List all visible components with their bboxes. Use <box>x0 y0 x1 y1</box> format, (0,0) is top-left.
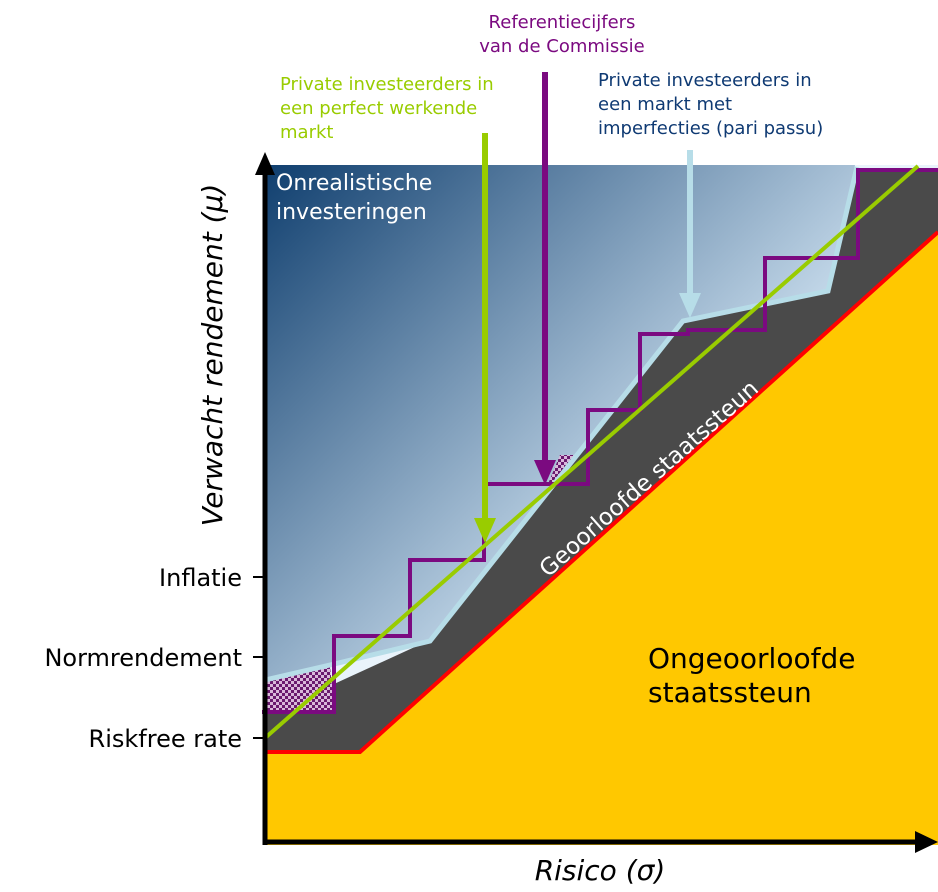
y-axis-arrow <box>255 152 275 175</box>
perfect-market-label-line-1: Private investeerders in <box>280 74 494 95</box>
imperfect-market-arrow-head <box>679 293 701 318</box>
x-axis-title: Risico (σ) <box>535 854 666 887</box>
y-tick-label-inflatie: Inflatie <box>159 564 242 592</box>
imperfect-market-label-line-3: imperfecties (pari passu) <box>598 118 823 139</box>
y-tick-label-riskfree: Riskfree rate <box>89 725 242 753</box>
imperfect-market-label-line-1: Private investeerders in <box>598 70 812 91</box>
unrealistic-label-line-1: Onrealistische <box>276 171 432 196</box>
commission-arrow-head <box>534 460 556 485</box>
imperfect-market-label-line-2: een markt met <box>598 94 732 115</box>
forbidden-aid-label-line-1: Ongeoorloofde <box>648 642 855 675</box>
commission-step-line <box>262 168 938 714</box>
commission-label-line-1: Referentiecijfers <box>489 12 636 33</box>
forbidden-aid-label-line-2: staatssteun <box>648 676 812 709</box>
permitted-aid-band <box>265 170 938 752</box>
aid-boundary-line <box>265 230 938 754</box>
perfect-market-label-line-3: markt <box>280 122 333 143</box>
unrealistic-label-line-2: investeringen <box>276 200 427 225</box>
x-axis-arrow <box>915 831 938 853</box>
perfect-market-label-line-2: een perfect werkende <box>280 98 477 119</box>
y-tick-label-normrendement: Normrendement <box>44 644 242 672</box>
perfect-market-line <box>263 164 920 740</box>
commission-label-line-2: van de Commissie <box>479 36 645 57</box>
perfect-market-arrow-head <box>474 518 496 543</box>
y-axis-title: Verwacht rendement (μ) <box>196 184 229 527</box>
